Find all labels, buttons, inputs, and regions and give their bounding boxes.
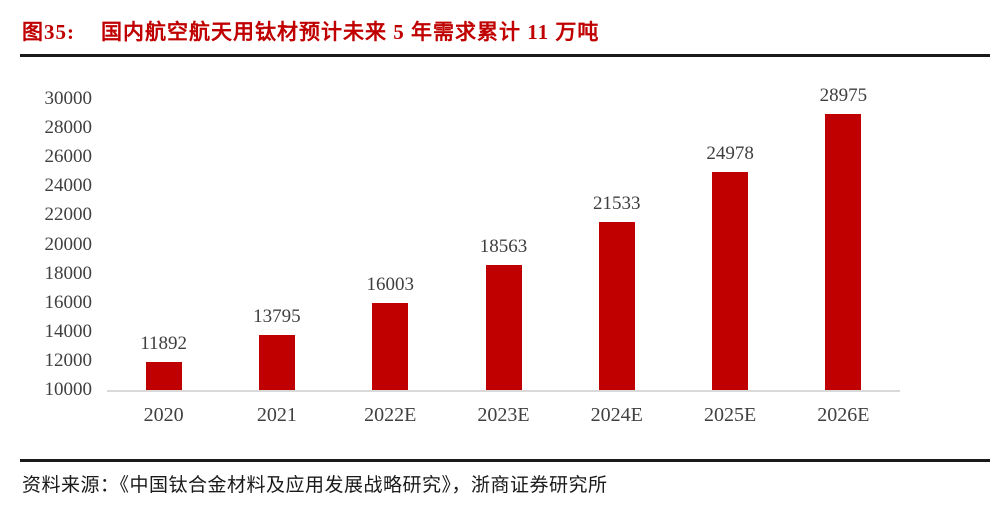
- y-axis-tick-label: 20000: [44, 233, 93, 255]
- y-axis-tick-label: 26000: [44, 146, 93, 168]
- y-axis-tick-label: 12000: [44, 349, 93, 371]
- bar-value-label: 16003: [366, 273, 414, 295]
- bar-2022E: [372, 302, 409, 390]
- bar-value-label: 24978: [706, 143, 754, 165]
- bar-chart: 10000 12000 14000 16000 18000 20000 22000 24000…: [0, 85, 1000, 430]
- bar-2026E: [825, 113, 862, 390]
- x-axis-tick-label: 2024E: [590, 404, 643, 426]
- bar-2021: [258, 334, 295, 390]
- bar-value-label: 21533: [593, 193, 641, 215]
- bar-2024E: [598, 222, 635, 390]
- bar-value-label: 28975: [819, 84, 868, 106]
- figure-number: 图35:: [22, 20, 75, 44]
- bottom-divider: [20, 459, 990, 462]
- y-axis-tick-label: 10000: [44, 379, 93, 400]
- x-axis-tick-label: 2022E: [364, 404, 417, 426]
- figure-title: 国内航空航天用钛材预计未来 5 年需求累计 11 万吨: [101, 20, 600, 44]
- y-axis-tick-label: 16000: [44, 291, 93, 313]
- y-axis-tick-label: 28000: [44, 117, 93, 139]
- y-axis-tick-label: 14000: [44, 320, 93, 342]
- y-axis-tick-label: 22000: [44, 204, 93, 226]
- top-divider: [20, 54, 990, 57]
- x-axis-tick-label: 2023E: [477, 404, 530, 426]
- bar-value-label: 11892: [140, 333, 188, 355]
- figure-header: 图35: 国内航空航天用钛材预计未来 5 年需求累计 11 万吨: [22, 16, 599, 46]
- bar-2020: [145, 362, 182, 390]
- y-axis-tick-label: 18000: [44, 262, 93, 284]
- x-axis-tick-label: 2021: [256, 404, 297, 426]
- y-axis-tick-label: 24000: [44, 175, 93, 197]
- x-axis-line: [107, 390, 900, 392]
- x-axis-tick-label: 2025E: [703, 404, 757, 426]
- bar-2023E: [485, 265, 522, 390]
- bar-value-label: 18563: [479, 236, 528, 258]
- source-note: 资料来源：《中国钛合金材料及应用发展战略研究》，浙商证券研究所: [22, 475, 608, 496]
- x-axis-tick-label: 2020: [143, 404, 184, 426]
- y-axis-tick-label: 30000: [44, 88, 93, 109]
- x-axis-tick-label: 2026E: [817, 404, 870, 426]
- bar-value-label: 13795: [253, 305, 301, 327]
- bar-2025E: [712, 172, 749, 390]
